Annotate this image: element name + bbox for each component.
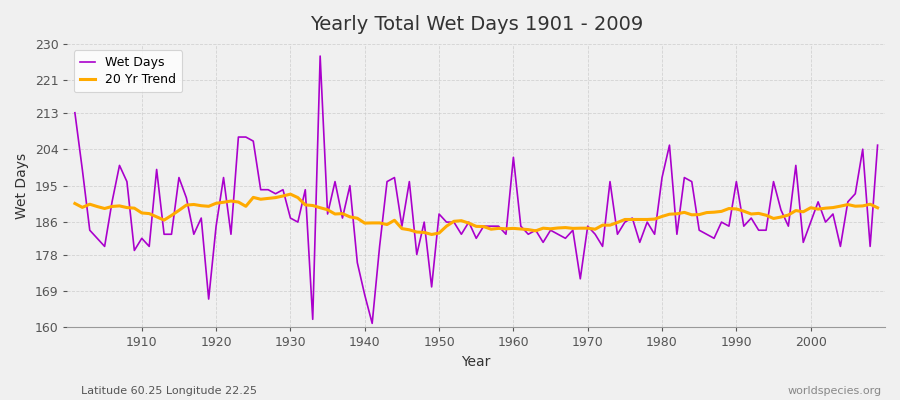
Wet Days	[516, 224, 526, 228]
Text: worldspecies.org: worldspecies.org	[788, 386, 882, 396]
Wet Days	[315, 54, 326, 58]
Wet Days	[367, 321, 378, 326]
Line: Wet Days: Wet Days	[75, 56, 878, 323]
Legend: Wet Days, 20 Yr Trend: Wet Days, 20 Yr Trend	[74, 50, 182, 92]
20 Yr Trend	[872, 205, 883, 210]
Line: 20 Yr Trend: 20 Yr Trend	[75, 194, 878, 234]
20 Yr Trend	[523, 227, 534, 232]
Wet Days	[872, 143, 883, 148]
20 Yr Trend	[300, 202, 310, 207]
20 Yr Trend	[345, 214, 356, 219]
Wet Days	[292, 220, 303, 224]
Y-axis label: Wet Days: Wet Days	[15, 152, 29, 219]
Wet Days	[345, 183, 356, 188]
Wet Days	[523, 232, 534, 237]
Wet Days	[129, 248, 140, 253]
20 Yr Trend	[285, 192, 296, 196]
Text: Latitude 60.25 Longitude 22.25: Latitude 60.25 Longitude 22.25	[81, 386, 257, 396]
X-axis label: Year: Year	[462, 355, 490, 369]
20 Yr Trend	[69, 201, 80, 206]
Wet Days	[612, 232, 623, 237]
20 Yr Trend	[516, 226, 526, 231]
Title: Yearly Total Wet Days 1901 - 2009: Yearly Total Wet Days 1901 - 2009	[310, 15, 643, 34]
20 Yr Trend	[612, 220, 623, 225]
Wet Days	[69, 110, 80, 115]
20 Yr Trend	[129, 206, 140, 210]
20 Yr Trend	[427, 232, 437, 237]
